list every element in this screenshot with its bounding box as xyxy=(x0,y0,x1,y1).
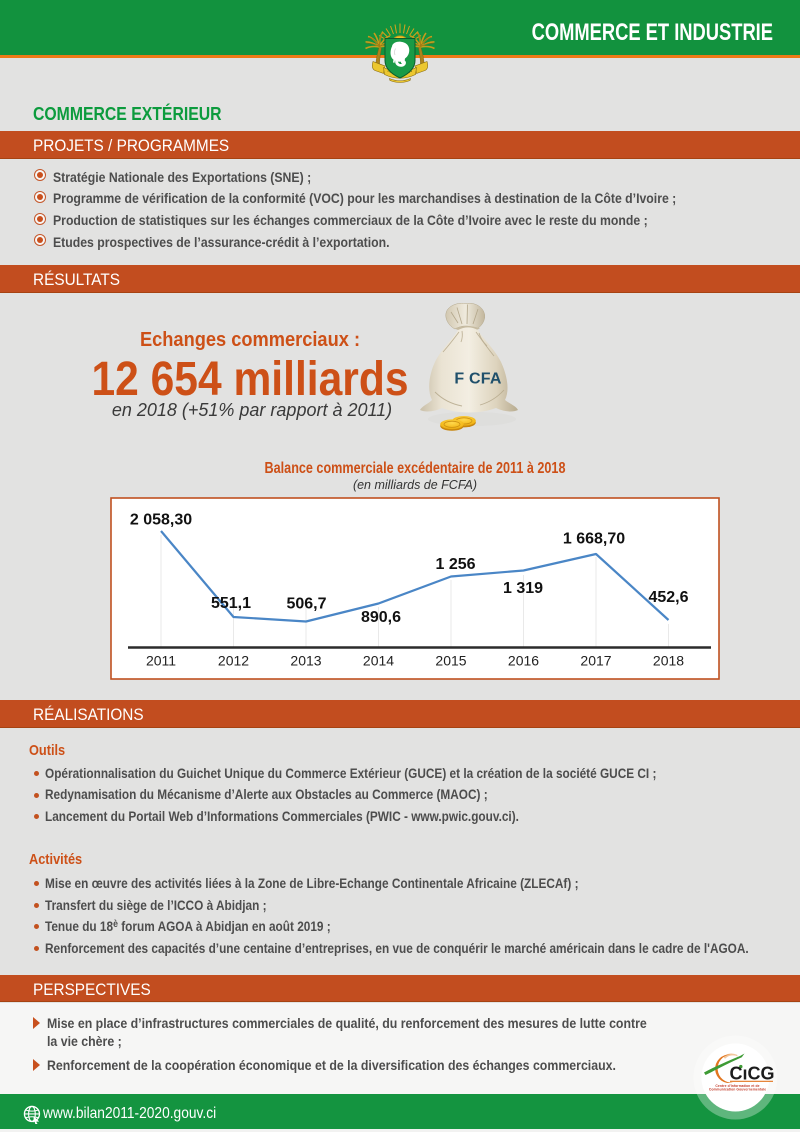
svg-text:2012: 2012 xyxy=(218,653,249,669)
svg-text:2015: 2015 xyxy=(435,653,466,669)
svg-text:551,1: 551,1 xyxy=(211,595,251,612)
svg-text:2017: 2017 xyxy=(580,653,611,669)
svg-text:506,7: 506,7 xyxy=(286,596,326,613)
svg-text:1 668,70: 1 668,70 xyxy=(563,531,625,548)
svg-text:2013: 2013 xyxy=(290,653,321,669)
svg-text:890,6: 890,6 xyxy=(361,609,401,626)
svg-text:1 319: 1 319 xyxy=(503,580,543,597)
svg-text:F CFA: F CFA xyxy=(454,371,501,388)
svg-text:2018: 2018 xyxy=(653,653,684,669)
svg-text:2 058,30: 2 058,30 xyxy=(130,512,192,529)
svg-text:452,6: 452,6 xyxy=(648,589,688,606)
svg-text:Centre d’Information et de: Centre d’Information et de xyxy=(715,1084,759,1088)
svg-text:2016: 2016 xyxy=(508,653,539,669)
svg-text:1 256: 1 256 xyxy=(435,556,475,573)
svg-text:2014: 2014 xyxy=(363,653,394,669)
svg-text:2011: 2011 xyxy=(146,653,176,669)
svg-text:CıCG: CıCG xyxy=(730,1064,775,1084)
svg-text:Communication Gouvernementale: Communication Gouvernementale xyxy=(709,1088,766,1092)
